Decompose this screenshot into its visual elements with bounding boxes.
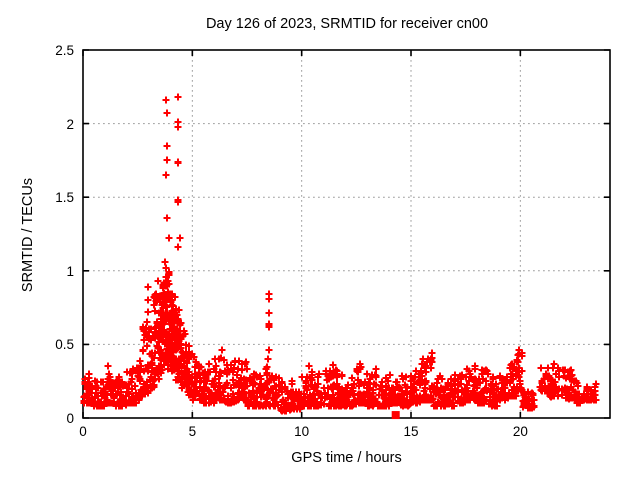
- x-tick-label: 10: [294, 424, 310, 439]
- chart-title: Day 126 of 2023, SRMTID for receiver cn0…: [205, 16, 489, 32]
- axis-ticks: [82, 49, 610, 419]
- y-tick-label: 0: [66, 411, 74, 426]
- x-tick-label: 0: [79, 424, 87, 439]
- x-tick-label: 15: [403, 424, 419, 439]
- x-axis-label: GPS time / hours: [291, 450, 402, 466]
- y-tick-label: 1.5: [55, 190, 74, 206]
- y-tick-label: 2: [66, 116, 74, 132]
- y-tick-label: 1: [66, 263, 74, 279]
- x-tick-label: 5: [188, 424, 197, 439]
- y-tick-label: 0.5: [55, 337, 74, 353]
- y-tick-label: 2.5: [55, 43, 74, 58]
- plot-border: [82, 49, 611, 419]
- grid-lines: [83, 50, 610, 418]
- data-points: [80, 93, 600, 415]
- special-square-point: [391, 411, 400, 420]
- y-axis-label: SRMTID / TECUs: [20, 177, 36, 293]
- x-tick-label: 20: [512, 424, 528, 439]
